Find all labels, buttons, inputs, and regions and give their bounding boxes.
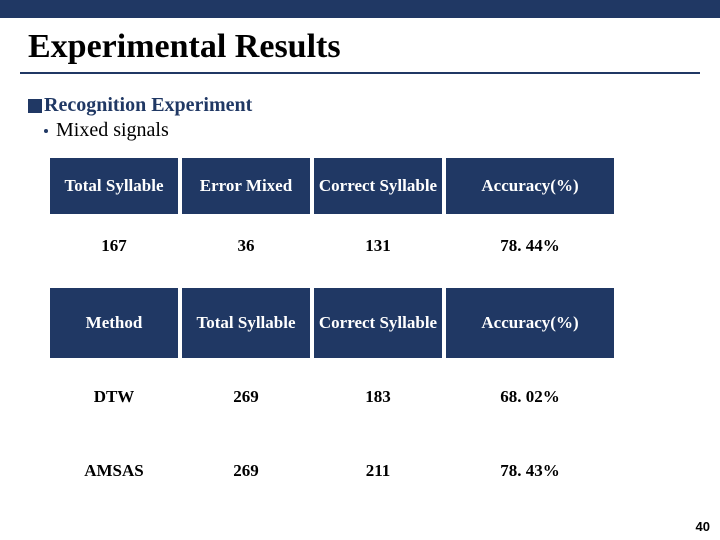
table-cell: 78. 44% bbox=[446, 218, 614, 274]
table-header-cell: Correct Syllable bbox=[314, 288, 442, 358]
table-cell: 211 bbox=[314, 436, 442, 506]
bullet1-text: Recognition Experiment bbox=[44, 94, 252, 117]
table-header-cell: Method bbox=[50, 288, 178, 358]
page-number: 40 bbox=[696, 519, 710, 534]
table-header-cell: Correct Syllable bbox=[314, 158, 442, 214]
square-bullet-icon bbox=[28, 99, 42, 113]
slide-title: Experimental Results bbox=[0, 18, 720, 70]
table-header-cell: Accuracy(%) bbox=[446, 158, 614, 214]
table-row: DTW 269 183 68. 02% bbox=[50, 362, 614, 432]
table-cell: 167 bbox=[50, 218, 178, 274]
table-header-cell: Total Syllable bbox=[182, 288, 310, 358]
table-cell: 131 bbox=[314, 218, 442, 274]
table-cell: 68. 02% bbox=[446, 362, 614, 432]
table-header-cell: Total Syllable bbox=[50, 158, 178, 214]
bullet-level2: Mixed signals bbox=[44, 119, 692, 142]
slide: Experimental Results Recognition Experim… bbox=[0, 0, 720, 540]
table-row: Method Total Syllable Correct Syllable A… bbox=[50, 288, 614, 358]
table-cell: 183 bbox=[314, 362, 442, 432]
table-2: Method Total Syllable Correct Syllable A… bbox=[46, 284, 618, 510]
bullet2-text: Mixed signals bbox=[56, 119, 169, 142]
table-row: AMSAS 269 211 78. 43% bbox=[50, 436, 614, 506]
table-row: Total Syllable Error Mixed Correct Sylla… bbox=[50, 158, 614, 214]
table-cell: 269 bbox=[182, 362, 310, 432]
content-area: Recognition Experiment Mixed signals Tot… bbox=[0, 74, 720, 510]
bullet-level1: Recognition Experiment bbox=[28, 94, 692, 117]
table-row: 167 36 131 78. 44% bbox=[50, 218, 614, 274]
table-header-cell: Accuracy(%) bbox=[446, 288, 614, 358]
top-bar bbox=[0, 0, 720, 18]
table-cell: DTW bbox=[50, 362, 178, 432]
dot-bullet-icon bbox=[44, 129, 48, 133]
table-cell: 269 bbox=[182, 436, 310, 506]
table-cell: 78. 43% bbox=[446, 436, 614, 506]
table-1: Total Syllable Error Mixed Correct Sylla… bbox=[46, 154, 618, 278]
table-cell: 36 bbox=[182, 218, 310, 274]
table-header-cell: Error Mixed bbox=[182, 158, 310, 214]
table-cell: AMSAS bbox=[50, 436, 178, 506]
